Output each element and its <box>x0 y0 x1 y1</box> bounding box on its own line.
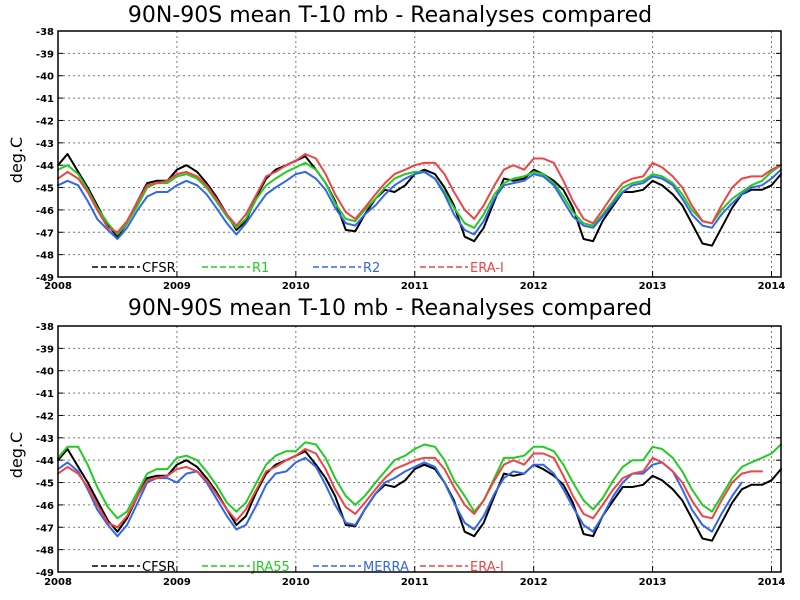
x-tick-label: 2011 <box>401 281 429 292</box>
chart-title: 90N-90S mean T-10 mb - Reanalyses compar… <box>128 3 652 28</box>
plot-frame <box>57 30 782 278</box>
series-line-r2 <box>57 168 782 240</box>
y-tick-label: -46 <box>36 501 54 512</box>
axis-ticks: -38 -39 -40 -41 -42 -43 -44 -45 -46 -47 -48 -492008… <box>36 322 786 588</box>
x-tick-label: 2008 <box>44 281 72 292</box>
x-tick-label: 2012 <box>520 281 548 292</box>
series-line-era-i <box>57 448 763 529</box>
series-line-jra55 <box>57 441 782 520</box>
y-axis-label: deg.C <box>7 137 26 183</box>
x-tick-label: 2013 <box>639 577 667 588</box>
plot-frame <box>57 325 782 573</box>
x-tick-label: 2012 <box>520 577 548 588</box>
axis-ticks: -38 -39 -40 -41 -42 -43 -44 -45 -46 -47 -48 -492008… <box>36 27 786 292</box>
x-tick-label: 2009 <box>163 281 191 292</box>
legend-label: ERA-I <box>470 261 504 276</box>
legend-label: R1 <box>252 261 269 276</box>
grid <box>58 326 781 572</box>
x-tick-label: 2010 <box>282 281 310 292</box>
legend-label: CFSR <box>142 261 176 276</box>
y-tick-label: -42 <box>36 411 54 422</box>
y-tick-label: -38 <box>36 322 54 333</box>
y-tick-label: -43 <box>36 434 54 445</box>
y-tick-label: -47 <box>36 523 54 534</box>
x-tick-label: 2011 <box>401 577 429 588</box>
y-tick-label: -39 <box>36 344 54 355</box>
bottom-chart-panel: 90N-90S mean T-10 mb - Reanalyses compar… <box>7 296 785 588</box>
grid <box>58 31 781 277</box>
x-tick-label: 2009 <box>163 577 191 588</box>
x-tick-label: 2014 <box>758 577 786 588</box>
y-tick-label: -40 <box>36 367 54 378</box>
x-tick-label: 2010 <box>282 577 310 588</box>
series-line-r1 <box>57 161 782 236</box>
y-tick-label: -49 <box>36 568 54 579</box>
series-line-merra <box>57 456 743 538</box>
chart-title: 90N-90S mean T-10 mb - Reanalyses compar… <box>128 296 652 321</box>
y-tick-label: -47 <box>36 228 54 239</box>
y-tick-label: -44 <box>36 456 54 467</box>
x-tick-label: 2008 <box>44 577 72 588</box>
legend-label: R2 <box>363 261 380 276</box>
y-tick-label: -46 <box>36 206 54 217</box>
y-tick-label: -41 <box>36 389 54 400</box>
series-line-cfsr <box>57 448 782 542</box>
x-tick-label: 2013 <box>639 281 667 292</box>
y-tick-label: -41 <box>36 94 54 105</box>
y-tick-label: -48 <box>36 546 54 557</box>
y-tick-label: -49 <box>36 273 54 284</box>
legend: CFSR R1 R2 ERA-I <box>92 261 504 276</box>
top-chart-panel: 90N-90S mean T-10 mb - Reanalyses compar… <box>7 3 785 292</box>
y-tick-label: -45 <box>36 184 54 195</box>
y-tick-label: -38 <box>36 27 54 38</box>
y-tick-label: -40 <box>36 72 54 83</box>
y-tick-label: -45 <box>36 479 54 490</box>
y-tick-label: -48 <box>36 251 54 262</box>
y-axis-label: deg.C <box>7 432 26 478</box>
series-lines <box>57 153 782 247</box>
y-tick-label: -42 <box>36 116 54 127</box>
x-tick-label: 2014 <box>758 281 786 292</box>
y-tick-label: -39 <box>36 49 54 60</box>
series-line-era-i <box>57 153 782 234</box>
y-tick-label: -44 <box>36 161 54 172</box>
y-tick-label: -43 <box>36 139 54 150</box>
series-lines <box>57 441 782 542</box>
